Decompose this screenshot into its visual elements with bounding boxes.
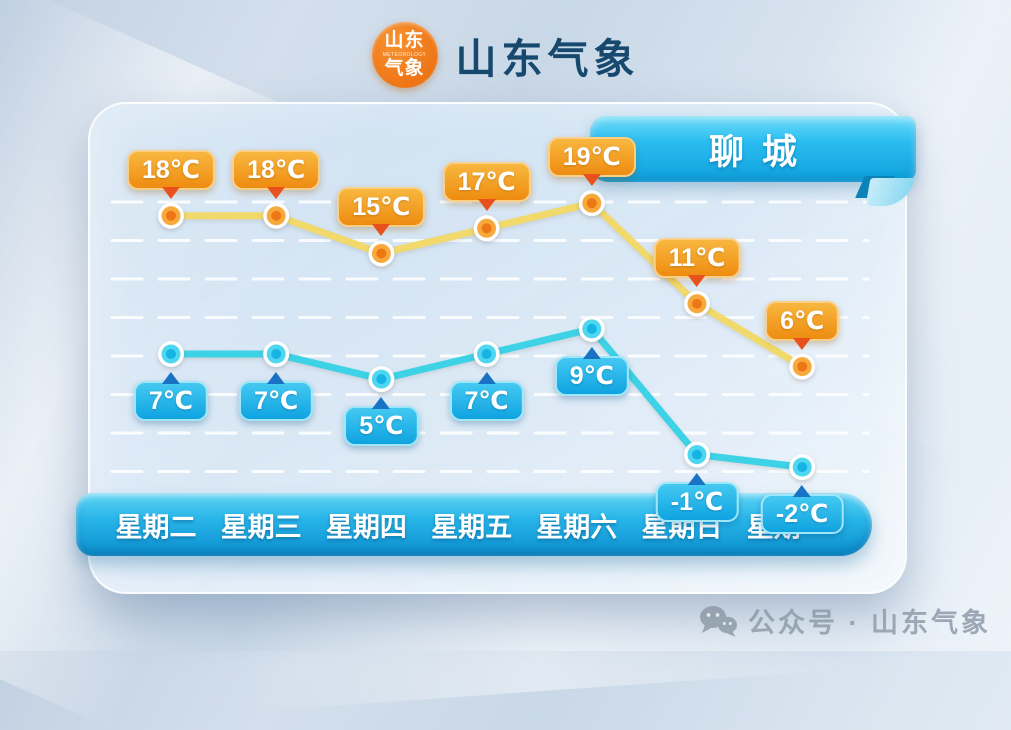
weekday-label: 星期二 <box>115 512 197 542</box>
weekday-label: 星期一 <box>746 512 828 542</box>
logo-text-top: 山东 <box>384 29 425 51</box>
weekday-label: 星期日 <box>641 512 723 542</box>
shandong-meteorology-logo-icon: 山东 METEOROLOGY 气象 <box>371 22 438 88</box>
weekday-label: 星期五 <box>431 512 513 542</box>
weekday-label: 星期三 <box>220 512 302 542</box>
wechat-watermark: 公众号 · 山东气象 <box>698 601 991 640</box>
watermark-text: 公众号 · 山东气象 <box>748 608 991 638</box>
weekday-label: 星期四 <box>325 512 407 542</box>
weekday-label: 星期六 <box>536 512 618 542</box>
header: 山东 METEOROLOGY 气象 山东气象 <box>0 22 1011 88</box>
logo-text-bottom: 气象 <box>384 58 425 80</box>
city-name: 聊城 <box>708 132 815 172</box>
logo-text-middle: METEOROLOGY <box>382 51 427 58</box>
wechat-icon <box>700 605 737 637</box>
city-badge: 聊城 <box>590 116 916 182</box>
page-title: 山东气象 <box>455 36 640 82</box>
